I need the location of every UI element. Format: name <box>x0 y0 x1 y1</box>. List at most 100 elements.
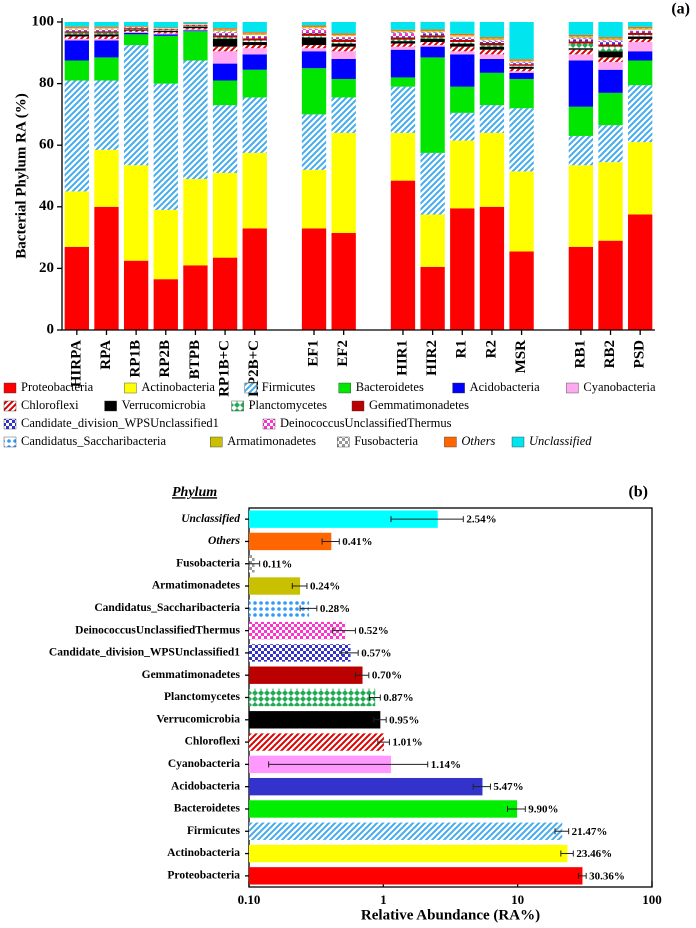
bar-segment <box>123 31 149 33</box>
legend-label: DeinococcusUnclassifiedThermus <box>280 416 452 430</box>
bar-segment <box>509 108 534 172</box>
legend-swatch <box>351 400 365 412</box>
legend-swatch <box>3 418 17 430</box>
bar-segment <box>64 36 89 39</box>
legend-label: Bacteroidetes <box>356 380 424 394</box>
legend-swatch <box>338 382 351 394</box>
y-tick-label: Planctomycetes <box>164 691 241 703</box>
value-label: 0.95% <box>389 714 419 726</box>
bar-segment <box>568 22 594 35</box>
bar-segment <box>242 22 267 33</box>
bar-segment <box>64 34 89 37</box>
bar-segment <box>420 37 445 39</box>
bar-segment <box>331 232 356 330</box>
bar-segment <box>301 114 327 170</box>
bar-segment <box>212 32 238 34</box>
y-tick-label: Armatimonadetes <box>152 580 241 592</box>
legend-swatch <box>452 382 465 394</box>
bar-segment <box>123 30 149 32</box>
bar-segment <box>64 246 89 330</box>
bar-segment <box>568 39 594 42</box>
legend-label: Firmicutes <box>262 380 316 394</box>
bar-segment <box>628 30 653 32</box>
bar-segment <box>153 34 178 36</box>
bar-segment <box>450 42 475 44</box>
y-tick-label: Chloroflexi <box>185 736 241 748</box>
value-label: 0.57% <box>361 647 391 659</box>
bar-segment <box>568 48 594 50</box>
bar-segment <box>450 21 475 34</box>
bar-segment <box>123 34 149 46</box>
error-bar <box>268 761 429 768</box>
y-tick-label: DeinococcusUnclassifiedThermus <box>75 624 240 636</box>
bar-segment <box>183 265 208 330</box>
bar <box>249 711 381 729</box>
bar-segment <box>64 31 89 33</box>
bar-segment <box>94 38 119 41</box>
bar-segment <box>301 51 327 69</box>
bar-segment <box>183 29 208 31</box>
bar-segment <box>628 36 653 39</box>
bar-segment <box>212 38 238 47</box>
bar-segment <box>390 49 416 78</box>
x-tick-label: RB2 <box>602 340 618 368</box>
bar-segment <box>301 68 327 115</box>
bar-segment <box>64 60 89 81</box>
value-label: 30.36% <box>589 870 625 882</box>
bar-segment <box>242 42 267 46</box>
bar-segment <box>509 64 534 66</box>
bar-segment <box>64 38 89 41</box>
bar-segment <box>390 22 416 30</box>
bar-segment <box>450 36 475 38</box>
bar-segment <box>331 78 356 98</box>
bar-segment <box>242 69 267 98</box>
bar-segment <box>390 39 416 42</box>
y-tick-label: Fusobacteria <box>176 557 240 569</box>
bar-segment <box>628 26 653 29</box>
legend-swatch <box>511 436 525 448</box>
bar-segment <box>212 172 238 258</box>
bar-segment <box>94 22 119 27</box>
bar-segment <box>420 152 445 215</box>
legend-swatch <box>337 436 350 448</box>
bar-segment <box>64 191 89 247</box>
bar-segment <box>212 257 238 330</box>
bar-segment <box>598 39 623 41</box>
bar-segment <box>331 37 356 39</box>
y-tick-label: Candidatus_Saccharibacteria <box>94 602 240 614</box>
bar-segment <box>628 34 653 37</box>
bar-segment <box>450 140 475 209</box>
bar-segment <box>450 54 475 87</box>
bar-segment <box>390 132 416 181</box>
x-tick-label: BTPB <box>187 340 203 379</box>
bar-segment <box>153 279 178 330</box>
bar-segment <box>390 180 416 330</box>
y-tick-label: Acidobacteria <box>171 780 240 792</box>
legend-label: Others <box>461 434 495 448</box>
bar-segment <box>64 29 89 31</box>
legend-label: Proteobacteria <box>21 380 94 394</box>
bar-segment <box>153 83 178 210</box>
y-tick-label: Actinobacteria <box>167 847 240 859</box>
bar <box>249 644 351 662</box>
bar-segment <box>212 22 238 29</box>
value-label: 0.87% <box>383 692 413 704</box>
value-label: 23.46% <box>576 848 612 860</box>
bar-segment <box>301 25 327 27</box>
bar-segment <box>450 86 475 113</box>
legend-label: Chloroflexi <box>21 398 79 412</box>
bar-segment <box>420 35 445 38</box>
error-bar <box>554 828 570 835</box>
bar-segment <box>479 132 505 207</box>
bar-segment <box>331 51 356 59</box>
bar-segment <box>153 209 178 280</box>
error-bar <box>369 694 381 701</box>
bar-segment <box>420 57 445 153</box>
x-tick-label: HIR2 <box>424 340 440 376</box>
bar-segment <box>568 49 594 55</box>
legend-swatch <box>444 436 457 448</box>
legend-label: Candidatus_Saccharibacteria <box>21 434 167 448</box>
bar-segment <box>212 35 238 38</box>
bar-segment <box>598 37 623 39</box>
bar-segment <box>450 208 475 330</box>
